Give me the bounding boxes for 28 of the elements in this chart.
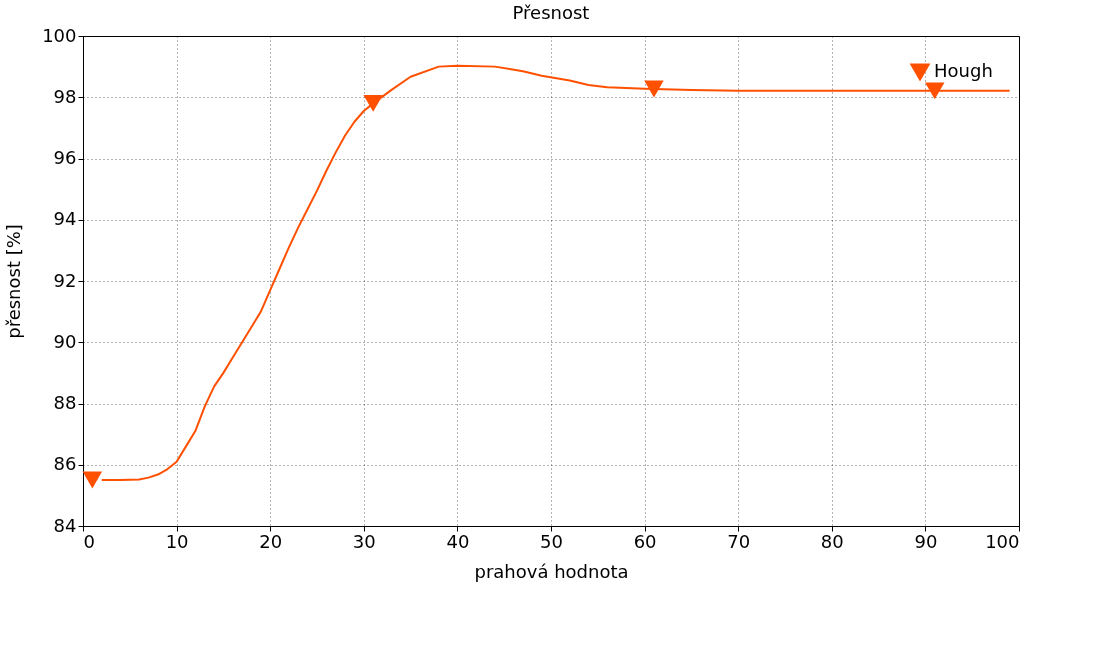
x-axis-title: prahová hodnota — [474, 560, 629, 582]
y-tick-label: 94 — [53, 208, 77, 230]
x-tick-label: 20 — [259, 530, 283, 552]
y-tick-label: 90 — [53, 330, 77, 352]
y-tick-label: 88 — [53, 392, 77, 413]
y-tick-label: 98 — [53, 85, 77, 107]
chart-title: Přesnost — [512, 2, 590, 23]
x-tick-label: 50 — [540, 530, 563, 552]
x-tick-label: 70 — [727, 530, 751, 552]
y-axis-title: přesnost [%] — [3, 224, 25, 339]
x-tick-label: 80 — [820, 530, 844, 552]
y-tick-label: 86 — [53, 453, 77, 475]
point — [644, 80, 664, 98]
x-tick-label: 10 — [165, 530, 189, 552]
y-tick-label: 96 — [53, 147, 77, 168]
point — [82, 471, 103, 489]
point — [925, 82, 945, 100]
y-tick-label: 100 — [42, 24, 77, 46]
point — [363, 94, 383, 112]
legend-label: Hough — [934, 60, 993, 81]
y-tick-label: 84 — [53, 514, 77, 536]
y-tick-label: 92 — [53, 269, 77, 291]
x-tick-label: 40 — [446, 530, 470, 552]
x-tick-label: 0 — [83, 530, 95, 552]
x-tick-label: 100 — [985, 530, 1020, 552]
x-tick-label: 90 — [914, 530, 938, 552]
x-tick-label: 30 — [352, 530, 376, 552]
x-tick-label: 60 — [633, 530, 657, 552]
